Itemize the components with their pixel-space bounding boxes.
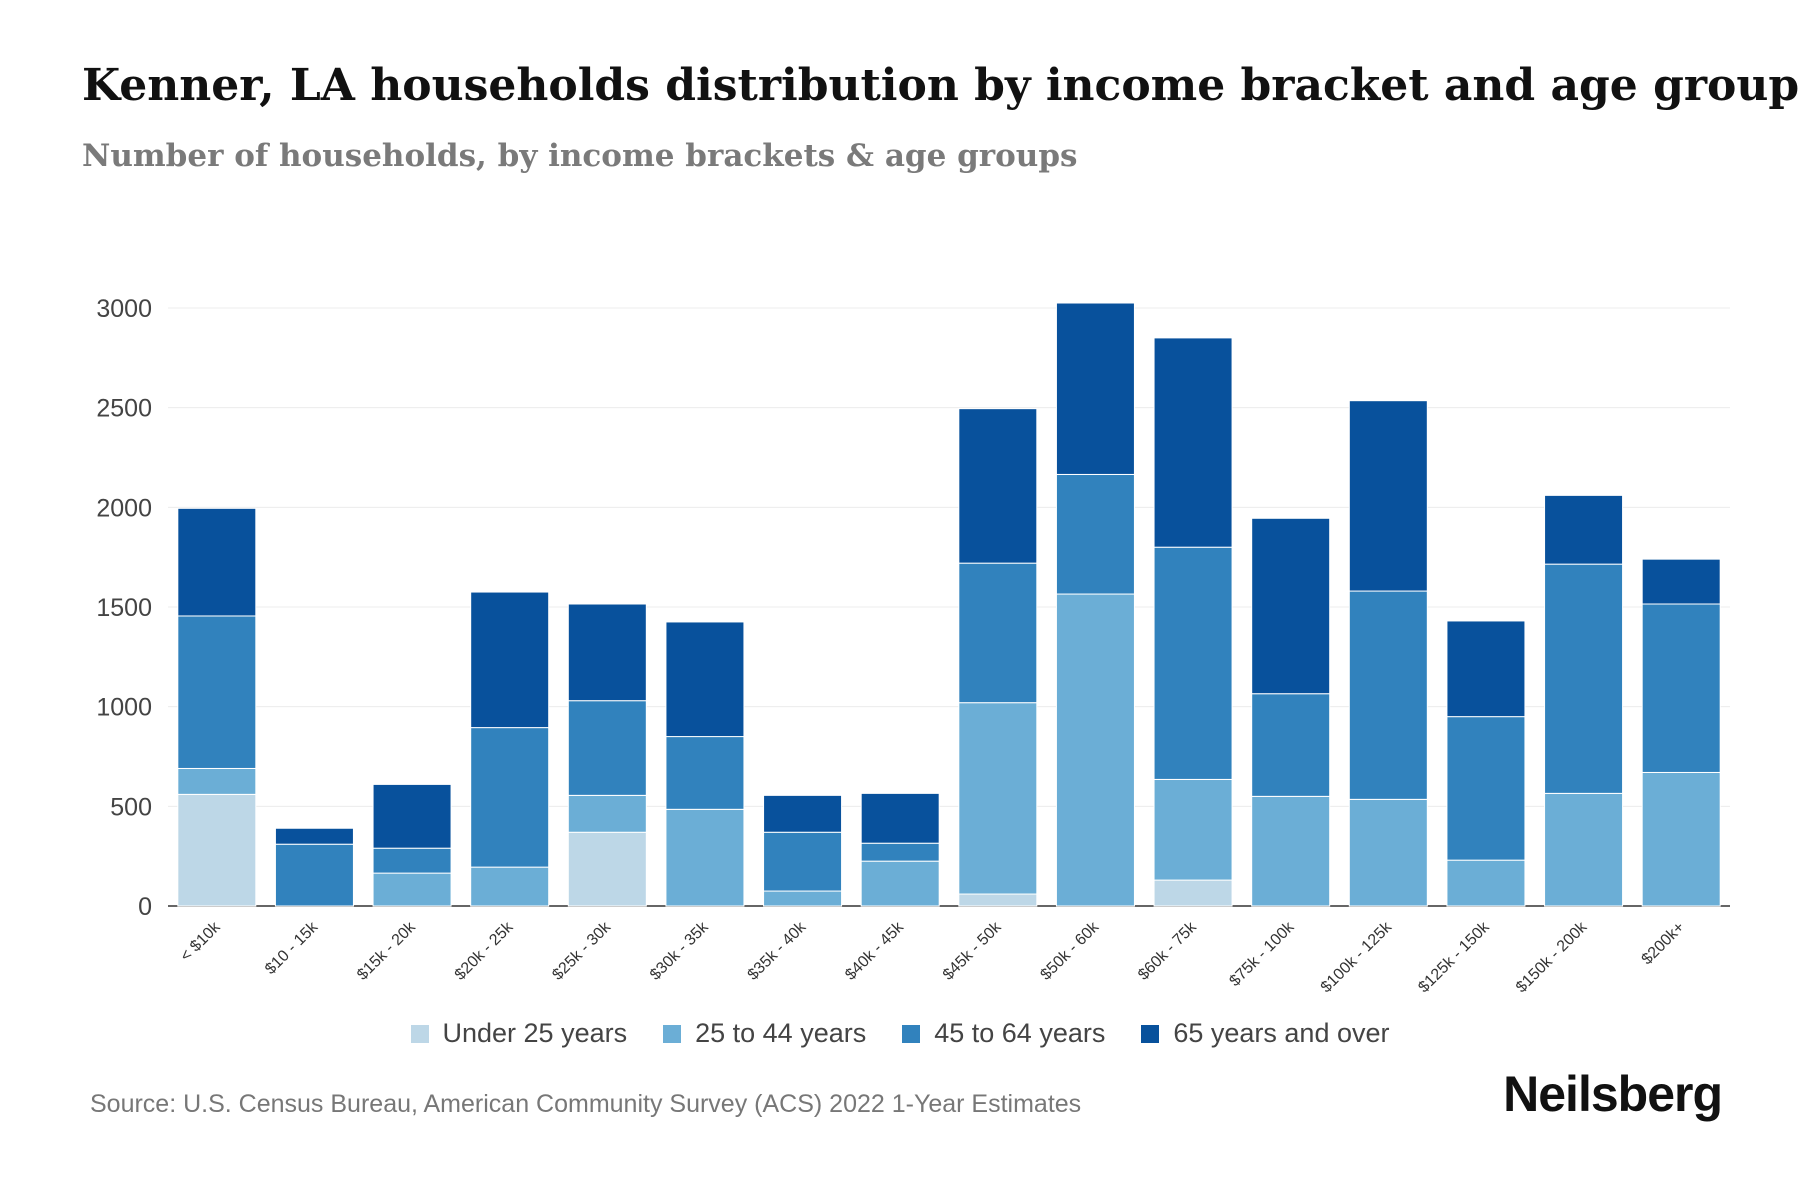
legend-label: 65 years and over: [1173, 1018, 1390, 1048]
bar-segment: [1641, 603, 1721, 773]
bar-segment: [177, 793, 257, 907]
y-tick-label: 3000: [96, 295, 152, 323]
legend: Under 25 years 25 to 44 years 45 to 64 yea…: [0, 1018, 1800, 1049]
y-tick-label: 500: [110, 793, 152, 821]
x-tick-label: $200k+: [1639, 919, 1688, 968]
bar-segment: [958, 408, 1038, 564]
bar-segment: [665, 621, 745, 738]
y-tick-label: 0: [138, 893, 152, 921]
bar-segment: [1055, 302, 1135, 475]
x-tick-label: $40k - 45k: [842, 918, 908, 984]
x-tick-label: $125k - 150k: [1415, 918, 1493, 996]
bar-segment: [274, 843, 354, 907]
bar-segment: [1153, 546, 1233, 780]
legend-swatch: [663, 1024, 682, 1043]
bar-segment: [470, 866, 550, 907]
bar-segment: [177, 767, 257, 795]
bar-segment: [274, 827, 354, 845]
x-tick-label: < $10k: [177, 918, 224, 965]
legend-swatch: [902, 1024, 921, 1043]
bar-segment: [860, 792, 940, 844]
bar-segment: [567, 831, 647, 907]
x-tick-label: $45k - 50k: [940, 918, 1006, 984]
bar-segment: [1153, 337, 1233, 548]
x-tick-label: $30k - 35k: [647, 918, 713, 984]
legend-item: 45 to 64 years: [902, 1018, 1105, 1049]
source-note: Source: U.S. Census Bureau, American Com…: [90, 1090, 1082, 1118]
bars: [177, 302, 1721, 907]
bar-segment: [1446, 716, 1526, 861]
chart-subtitle: Number of households, by income brackets…: [82, 138, 1078, 174]
x-tick-label: $75k - 100k: [1226, 918, 1298, 990]
bar-segment: [372, 847, 452, 874]
bar-segment: [1544, 494, 1624, 565]
x-tick-label: $150k - 200k: [1513, 918, 1591, 996]
bar-segment: [1055, 593, 1135, 907]
bar-segment: [372, 783, 452, 849]
bar-segment: [1446, 620, 1526, 718]
bar-segment: [1153, 879, 1233, 907]
legend-swatch: [410, 1024, 429, 1043]
bar-segment: [372, 872, 452, 907]
bar-segment: [1544, 792, 1624, 907]
y-tick-label: 2500: [96, 395, 152, 423]
x-tick-label: $50k - 60k: [1037, 918, 1103, 984]
bar-segment: [567, 603, 647, 702]
bar-segment: [1055, 473, 1135, 595]
legend-swatch: [1141, 1024, 1160, 1043]
legend-item: 65 years and over: [1141, 1018, 1390, 1049]
bar-segment: [1641, 771, 1721, 907]
bar-segment: [958, 893, 1038, 907]
bar-segment: [177, 615, 257, 769]
bar-segment: [665, 736, 745, 810]
bar-segment: [860, 860, 940, 907]
bar-segment: [763, 831, 843, 892]
stacked-bar-chart: 0 500 1000 1500 2000 2500 3000 < $10k $10 - 15k…: [96, 295, 1730, 996]
bar-segment: [763, 794, 843, 833]
brand-logo: Neilsberg: [1503, 1066, 1723, 1122]
y-tick-label: 1000: [96, 694, 152, 722]
bar-segment: [177, 507, 257, 617]
y-axis-ticks: 0 500 1000 1500 2000 2500 3000: [96, 295, 152, 921]
x-tick-label: $20k - 25k: [452, 918, 518, 984]
bar-segment: [1251, 795, 1331, 907]
chart-title: Kenner, LA households distribution by in…: [82, 60, 1800, 111]
x-axis-ticks: < $10k $10 - 15k $15k - 20k $20k - 25k $25k …: [177, 918, 1688, 996]
x-tick-label: $100k - 125k: [1318, 918, 1396, 996]
bar-segment: [1251, 693, 1331, 797]
bar-segment: [567, 700, 647, 796]
x-tick-label: $10 - 15k: [262, 918, 322, 978]
x-tick-label: $35k - 40k: [745, 918, 811, 984]
y-tick-label: 1500: [96, 594, 152, 622]
x-tick-label: $15k - 20k: [354, 918, 420, 984]
bar-segment: [1446, 859, 1526, 907]
legend-item: 25 to 44 years: [663, 1018, 866, 1049]
legend-label: 45 to 64 years: [934, 1018, 1106, 1048]
bar-segment: [1348, 798, 1428, 907]
x-tick-label: $60k - 75k: [1135, 918, 1201, 984]
legend-label: 25 to 44 years: [695, 1018, 867, 1048]
bar-segment: [860, 842, 940, 862]
y-tick-label: 2000: [96, 494, 152, 522]
bar-segment: [763, 890, 843, 907]
bar-segment: [1348, 590, 1428, 800]
bar-segment: [1153, 778, 1233, 881]
bar-segment: [1544, 563, 1624, 794]
legend-label: Under 25 years: [442, 1018, 628, 1048]
legend-item: Under 25 years: [410, 1018, 628, 1049]
bar-segment: [1348, 400, 1428, 592]
x-tick-label: $25k - 30k: [549, 918, 615, 984]
bar-segment: [958, 702, 1038, 895]
bar-segment: [470, 591, 550, 729]
bar-segment: [1251, 517, 1331, 695]
bar-segment: [567, 794, 647, 833]
bar-segment: [470, 727, 550, 868]
bar-segment: [958, 562, 1038, 704]
bar-segment: [1641, 558, 1721, 605]
bar-segment: [665, 808, 745, 907]
